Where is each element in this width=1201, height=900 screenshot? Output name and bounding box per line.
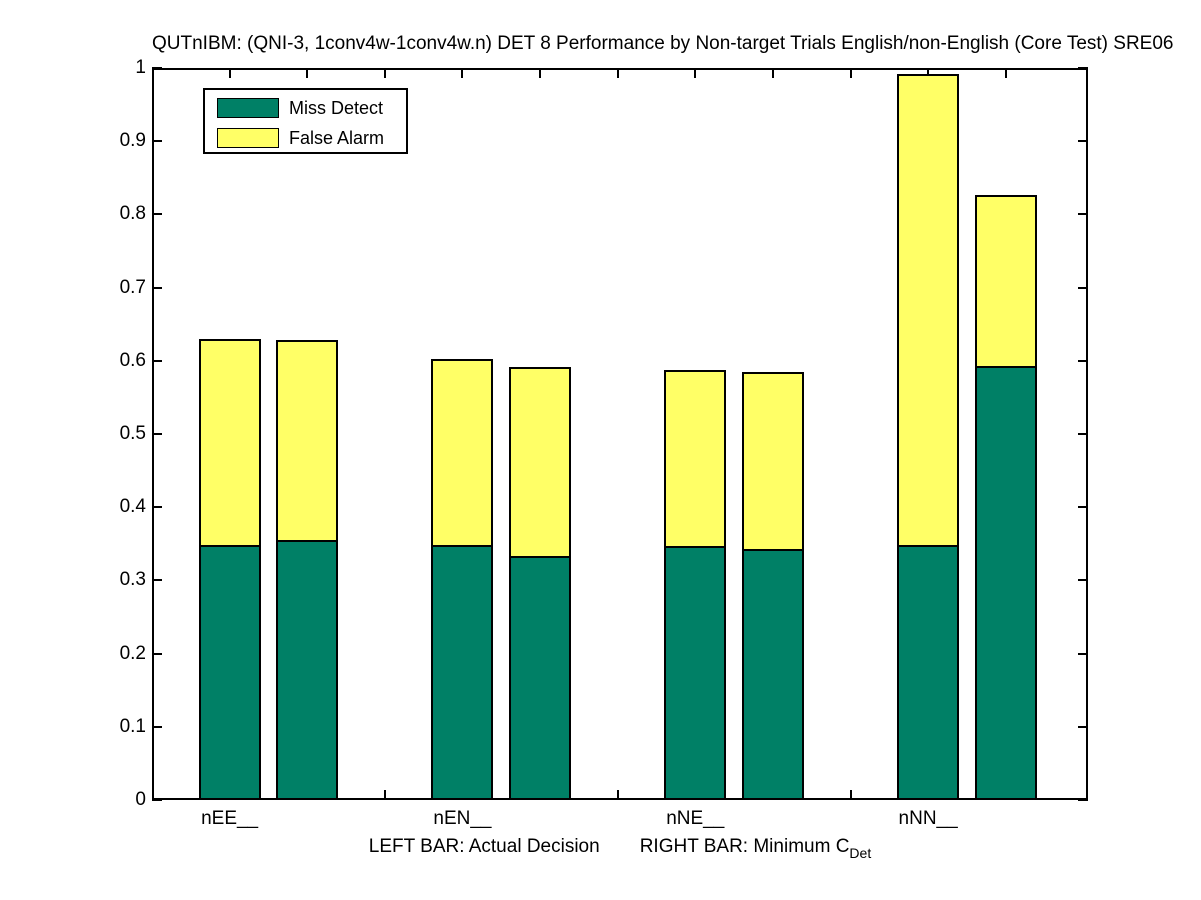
y-tick-label: 0.3 [119,569,146,591]
x-tick-top [771,68,774,78]
y-tick-left [152,67,162,69]
x-tick-top [927,68,930,78]
x-tick-label: nNE__ [666,808,725,829]
legend-label-miss-detect: Miss Detect [289,97,384,118]
y-tick-left [152,433,162,435]
x-tick-label: nNN__ [898,808,958,829]
x-tick-top [228,68,231,78]
y-tick-right [1078,433,1088,435]
bar-segment-false-alarm [276,340,338,542]
y-tick-label: 0.7 [119,276,146,298]
legend: Miss Detect False Alarm [203,88,408,154]
x-tick-label: nEE__ [201,808,259,829]
chart-title: QUTnIBM: (QNI-3, 1conv4w-1conv4w.n) DET … [152,33,1174,54]
y-tick-right [1078,506,1088,509]
legend-item-miss-detect: Miss Detect [217,97,383,119]
x-tick-top [461,68,464,78]
y-tick-right [1078,359,1088,362]
x-tick-top [306,68,309,78]
legend-item-false-alarm: False Alarm [217,127,384,149]
false-alarm-swatch [217,128,279,148]
y-tick-label: 0.1 [119,715,146,737]
miss-detect-swatch [217,98,279,118]
y-tick-left [152,579,162,582]
y-tick-left [152,799,162,801]
x-axis-label-left: LEFT BAR: Actual Decision [368,836,600,857]
bar-segment-miss-detect [509,558,571,800]
x-tick-top [383,68,386,78]
x-tick-top [1004,68,1007,78]
y-tick-label: 0.6 [119,349,146,371]
x-axis-label: LEFT BAR: Actual Decision RIGHT BAR: Mini… [152,836,1088,861]
y-tick-label: 0.4 [119,496,146,518]
bar-segment-false-alarm [742,372,804,551]
y-tick-right [1078,140,1088,143]
y-tick-right [1078,213,1088,216]
bar-segment-miss-detect [897,547,959,800]
bar-segment-miss-detect [199,547,261,800]
y-tick-right [1078,725,1088,728]
bar-segment-false-alarm [897,74,959,547]
bar-segment-miss-detect [431,547,493,800]
y-tick-left [152,213,162,216]
x-tick-top [694,68,697,78]
y-tick-label: 0 [135,789,146,810]
bar-segment-false-alarm [199,339,261,547]
y-tick-left [152,652,162,655]
x-tick-top [616,68,619,78]
bar-segment-false-alarm [431,359,493,547]
x-tick-bottom [849,790,852,800]
y-tick-label: 0.9 [119,130,146,152]
y-tick-right [1078,579,1088,582]
x-tick-top [539,68,542,78]
y-tick-label: 0.2 [119,642,146,664]
bar-segment-miss-detect [975,368,1037,800]
y-tick-right [1078,799,1088,801]
x-tick-top [849,68,852,78]
bar-segment-miss-detect [742,551,804,800]
y-tick-left [152,506,162,509]
x-tick-bottom [383,790,386,800]
x-axis-label-right: RIGHT BAR: Minimum C [639,836,850,857]
y-tick-right [1078,67,1088,69]
bar-segment-false-alarm [509,367,571,558]
y-tick-left [152,140,162,143]
y-tick-label: 0.5 [119,423,146,444]
y-tick-left [152,359,162,362]
bar-segment-false-alarm [975,195,1037,368]
x-tick-bottom [616,790,619,800]
y-tick-label: 1 [135,57,146,78]
y-tick-right [1078,652,1088,655]
y-tick-right [1078,286,1088,289]
bar-segment-miss-detect [276,542,338,800]
y-tick-left [152,725,162,728]
legend-label-false-alarm: False Alarm [289,127,385,148]
y-tick-left [152,286,162,289]
y-tick-label: 0.8 [119,203,146,225]
bar-segment-miss-detect [664,548,726,800]
bar-segment-false-alarm [664,370,726,548]
x-axis-label-subscript: Det [849,845,872,861]
x-tick-label: nEN__ [433,808,492,829]
